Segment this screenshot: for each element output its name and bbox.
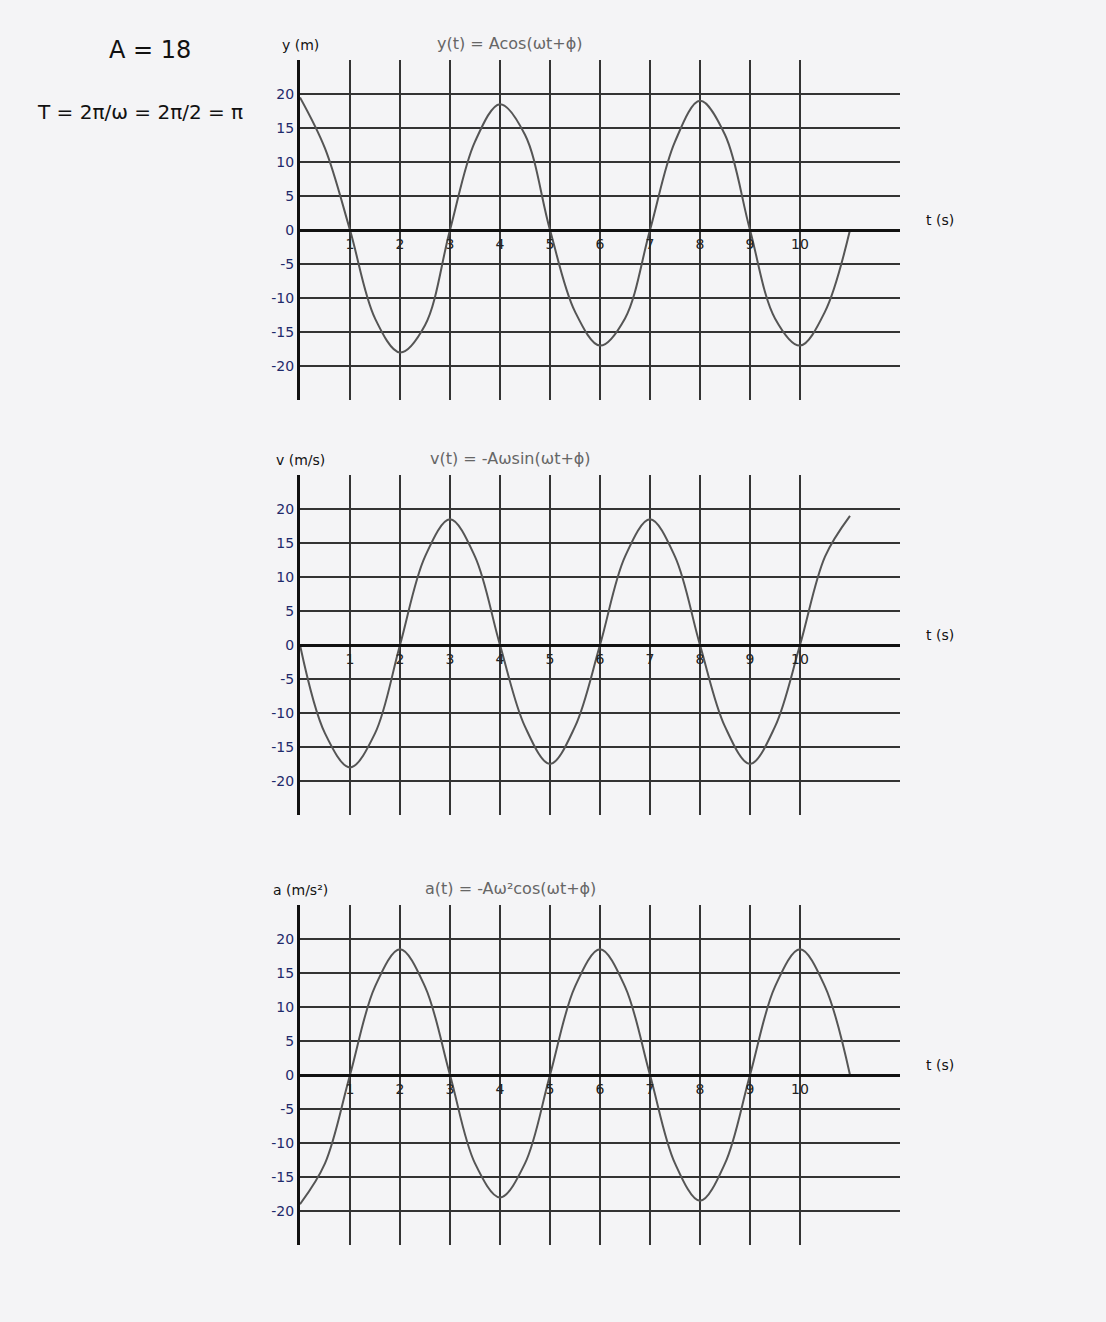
- svg-text:10: 10: [276, 999, 294, 1015]
- svg-text:20: 20: [276, 931, 294, 947]
- svg-text:5: 5: [546, 1081, 555, 1097]
- svg-text:20: 20: [276, 501, 294, 517]
- svg-text:t (s): t (s): [926, 1057, 954, 1073]
- svg-text:6: 6: [596, 236, 605, 252]
- svg-text:9: 9: [746, 651, 755, 667]
- svg-text:0: 0: [285, 222, 294, 238]
- svg-text:y (m): y (m): [282, 37, 319, 53]
- svg-text:6: 6: [596, 1081, 605, 1097]
- svg-text:0: 0: [285, 637, 294, 653]
- svg-text:10: 10: [791, 236, 809, 252]
- svg-text:2: 2: [396, 651, 405, 667]
- svg-text:9: 9: [746, 1081, 755, 1097]
- svg-text:2: 2: [396, 1081, 405, 1097]
- svg-text:10: 10: [276, 569, 294, 585]
- svg-text:4: 4: [496, 1081, 505, 1097]
- svg-text:5: 5: [546, 236, 555, 252]
- svg-text:-5: -5: [280, 1101, 294, 1117]
- svg-text:3: 3: [446, 236, 455, 252]
- svg-text:0: 0: [285, 1067, 294, 1083]
- svg-text:-20: -20: [271, 1203, 294, 1219]
- svg-text:8: 8: [696, 651, 705, 667]
- svg-text:-5: -5: [280, 671, 294, 687]
- svg-text:4: 4: [496, 236, 505, 252]
- svg-text:5: 5: [285, 188, 294, 204]
- svg-text:a(t) = -Aω²cos(ωt+ϕ): a(t) = -Aω²cos(ωt+ϕ): [425, 879, 596, 898]
- svg-text:v(t) = -Aωsin(ωt+ϕ): v(t) = -Aωsin(ωt+ϕ): [430, 449, 591, 468]
- svg-text:15: 15: [276, 535, 294, 551]
- svg-text:5: 5: [285, 1033, 294, 1049]
- svg-text:20: 20: [276, 86, 294, 102]
- svg-text:1: 1: [346, 236, 355, 252]
- svg-text:-15: -15: [271, 739, 294, 755]
- svg-text:15: 15: [276, 120, 294, 136]
- svg-text:-10: -10: [271, 705, 294, 721]
- svg-text:5: 5: [285, 603, 294, 619]
- svg-text:T = 2π/ω = 2π/2 = π: T = 2π/ω = 2π/2 = π: [37, 100, 243, 124]
- svg-text:-20: -20: [271, 773, 294, 789]
- svg-text:a (m/s²): a (m/s²): [273, 882, 328, 898]
- svg-text:3: 3: [446, 651, 455, 667]
- svg-text:9: 9: [746, 236, 755, 252]
- svg-text:1: 1: [346, 651, 355, 667]
- svg-text:8: 8: [696, 236, 705, 252]
- svg-text:1: 1: [346, 1081, 355, 1097]
- svg-text:5: 5: [546, 651, 555, 667]
- svg-text:15: 15: [276, 965, 294, 981]
- svg-text:t (s): t (s): [926, 212, 954, 228]
- svg-text:7: 7: [646, 1081, 655, 1097]
- svg-text:4: 4: [496, 651, 505, 667]
- svg-text:6: 6: [596, 651, 605, 667]
- svg-text:A = 18: A = 18: [109, 36, 191, 64]
- svg-text:-10: -10: [271, 290, 294, 306]
- svg-text:-20: -20: [271, 358, 294, 374]
- svg-text:2: 2: [396, 236, 405, 252]
- svg-text:-5: -5: [280, 256, 294, 272]
- svg-text:-10: -10: [271, 1135, 294, 1151]
- svg-text:t (s): t (s): [926, 627, 954, 643]
- svg-text:v (m/s): v (m/s): [276, 452, 325, 468]
- svg-text:7: 7: [646, 236, 655, 252]
- svg-text:3: 3: [446, 1081, 455, 1097]
- svg-text:10: 10: [276, 154, 294, 170]
- svg-text:8: 8: [696, 1081, 705, 1097]
- svg-text:-15: -15: [271, 1169, 294, 1185]
- svg-text:y(t) = Acos(ωt+ϕ): y(t) = Acos(ωt+ϕ): [437, 34, 583, 53]
- svg-text:10: 10: [791, 1081, 809, 1097]
- svg-text:10: 10: [791, 651, 809, 667]
- svg-text:7: 7: [646, 651, 655, 667]
- svg-text:-15: -15: [271, 324, 294, 340]
